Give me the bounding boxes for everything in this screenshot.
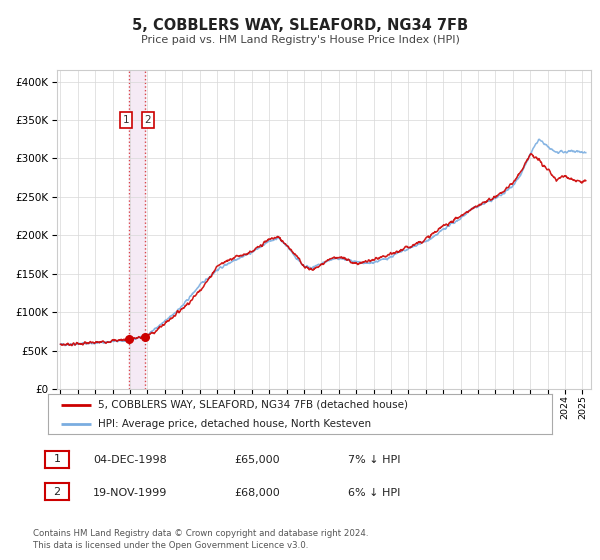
Text: 04-DEC-1998: 04-DEC-1998 [93, 455, 167, 465]
Text: 2: 2 [145, 115, 151, 125]
Text: 1: 1 [53, 454, 61, 464]
Bar [128, 70, 145, 389]
Text: 6% ↓ HPI: 6% ↓ HPI [348, 488, 400, 498]
Text: This data is licensed under the Open Government Licence v3.0.: This data is licensed under the Open Gov… [33, 542, 308, 550]
Text: 5, COBBLERS WAY, SLEAFORD, NG34 7FB: 5, COBBLERS WAY, SLEAFORD, NG34 7FB [132, 18, 468, 32]
Text: 7% ↓ HPI: 7% ↓ HPI [348, 455, 401, 465]
Text: Contains HM Land Registry data © Crown copyright and database right 2024.: Contains HM Land Registry data © Crown c… [33, 529, 368, 538]
Text: HPI: Average price, detached house, North Kesteven: HPI: Average price, detached house, Nort… [98, 418, 371, 428]
Text: £68,000: £68,000 [234, 488, 280, 498]
Text: £65,000: £65,000 [234, 455, 280, 465]
Text: 19-NOV-1999: 19-NOV-1999 [93, 488, 167, 498]
Text: Price paid vs. HM Land Registry's House Price Index (HPI): Price paid vs. HM Land Registry's House … [140, 35, 460, 45]
Text: 5, COBBLERS WAY, SLEAFORD, NG34 7FB (detached house): 5, COBBLERS WAY, SLEAFORD, NG34 7FB (det… [98, 400, 409, 410]
Text: 2: 2 [53, 487, 61, 497]
Text: 1: 1 [123, 115, 130, 125]
